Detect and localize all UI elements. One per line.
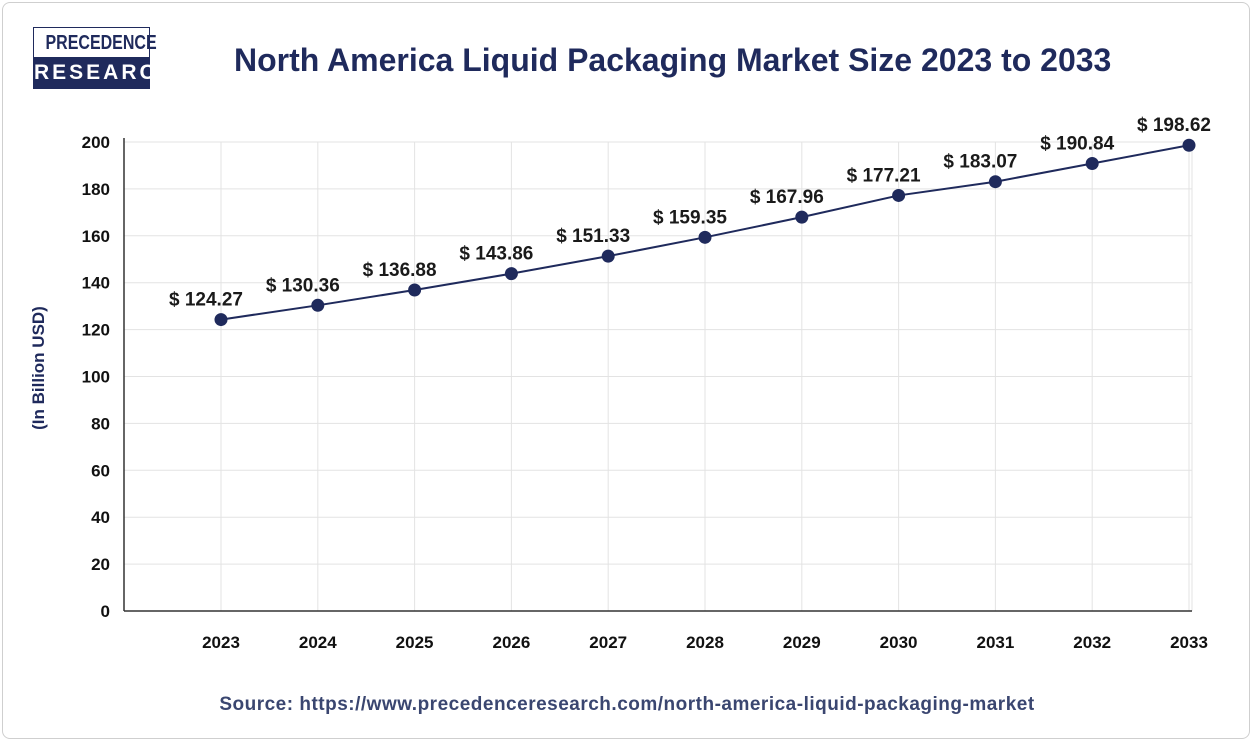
x-tick-label: 2023 [202, 633, 240, 652]
y-tick-label: 100 [82, 368, 110, 387]
chart-title: North America Liquid Packaging Market Si… [234, 42, 1112, 78]
precedence-research-logo: PRECEDENCE RESEARCH [33, 27, 173, 89]
data-label: $ 167.96 [750, 187, 824, 208]
x-tick-label: 2027 [589, 633, 627, 652]
data-point [698, 230, 712, 244]
y-tick-label: 80 [91, 414, 110, 433]
data-point [408, 283, 422, 297]
data-point [601, 249, 615, 263]
data-point [1182, 138, 1196, 152]
data-point [795, 210, 809, 224]
x-tick-label: 2032 [1073, 633, 1111, 652]
data-label: $ 198.62 [1137, 115, 1211, 136]
data-point [504, 267, 518, 281]
x-tick-label: 2025 [396, 633, 434, 652]
x-tick-label: 2026 [492, 633, 530, 652]
data-label: $ 177.21 [847, 165, 921, 186]
source-text: Source: https://www.precedenceresearch.c… [219, 694, 1035, 715]
data-point [311, 298, 325, 312]
x-tick-label: 2033 [1170, 633, 1208, 652]
x-tick-label: 2031 [976, 633, 1014, 652]
data-label: $ 124.27 [169, 290, 243, 311]
y-tick-label: 180 [82, 180, 110, 199]
y-tick-label: 20 [91, 555, 110, 574]
logo-line1: PRECEDENCE [45, 28, 157, 57]
y-tick-label: 160 [82, 227, 110, 246]
logo-line2: RESEARCH [34, 57, 173, 88]
data-point [214, 313, 228, 327]
x-tick-label: 2028 [686, 633, 724, 652]
data-point [988, 175, 1002, 189]
y-tick-label: 60 [91, 461, 110, 480]
y-tick-label: 200 [82, 133, 110, 152]
y-tick-label: 40 [91, 508, 110, 527]
data-label: $ 130.36 [266, 275, 340, 296]
data-label: $ 151.33 [556, 226, 630, 247]
data-point [892, 188, 906, 202]
y-axis-label: (In Billion USD) [29, 306, 48, 430]
x-tick-label: 2024 [299, 633, 337, 652]
y-tick-label: 0 [101, 602, 110, 621]
data-label: $ 183.07 [943, 152, 1017, 173]
y-tick-label: 120 [82, 321, 110, 340]
x-tick-label: 2030 [880, 633, 918, 652]
data-point [1085, 156, 1099, 170]
data-label: $ 143.86 [459, 244, 533, 265]
data-label: $ 159.35 [653, 207, 727, 228]
x-tick-label: 2029 [783, 633, 821, 652]
data-label: $ 136.88 [363, 260, 437, 281]
data-label: $ 190.84 [1040, 133, 1114, 154]
y-tick-label: 140 [82, 274, 110, 293]
